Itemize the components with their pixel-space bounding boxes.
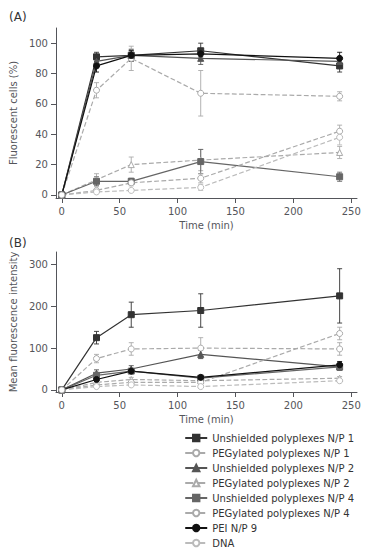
svg-text:0: 0 [59, 206, 65, 217]
svg-text:Unshielded polyplexes N/P 2: Unshielded polyplexes N/P 2 [212, 463, 354, 474]
svg-text:100: 100 [168, 400, 187, 411]
svg-text:300: 300 [29, 259, 48, 270]
svg-text:0: 0 [42, 384, 48, 395]
svg-text:Unshielded polyplexes N/P 1: Unshielded polyplexes N/P 1 [212, 433, 354, 444]
svg-text:100: 100 [168, 206, 187, 217]
svg-text:(B): (B) [9, 236, 27, 250]
svg-text:50: 50 [113, 206, 126, 217]
svg-text:DNA: DNA [212, 538, 234, 549]
svg-text:PEGylated polyplexes N/P 2: PEGylated polyplexes N/P 2 [212, 478, 349, 489]
svg-text:100: 100 [29, 38, 48, 49]
svg-text:0: 0 [42, 189, 48, 200]
svg-text:Mean fluorescence intensity: Mean fluorescence intensity [8, 252, 19, 393]
svg-text:20: 20 [35, 159, 48, 170]
svg-text:Time (min): Time (min) [178, 414, 233, 425]
svg-text:60: 60 [35, 98, 48, 109]
svg-text:PEGylated polyplexes N/P 1: PEGylated polyplexes N/P 1 [212, 448, 349, 459]
svg-text:0: 0 [59, 400, 65, 411]
svg-text:100: 100 [29, 343, 48, 354]
svg-text:PEI N/P 9: PEI N/P 9 [212, 523, 257, 534]
svg-text:PEGylated polyplexes N/P 4: PEGylated polyplexes N/P 4 [212, 508, 349, 519]
svg-text:250: 250 [342, 206, 361, 217]
svg-text:40: 40 [35, 129, 48, 140]
svg-text:(A): (A) [9, 10, 27, 24]
svg-text:150: 150 [226, 400, 245, 411]
svg-text:50: 50 [113, 400, 126, 411]
svg-text:150: 150 [226, 206, 245, 217]
svg-text:80: 80 [35, 68, 48, 79]
svg-text:200: 200 [29, 301, 48, 312]
svg-text:200: 200 [284, 206, 303, 217]
svg-text:Time (min): Time (min) [178, 220, 233, 231]
svg-text:Fluorescent cells (%): Fluorescent cells (%) [8, 61, 19, 165]
svg-text:250: 250 [342, 400, 361, 411]
svg-text:Unshielded polyplexes N/P 4: Unshielded polyplexes N/P 4 [212, 493, 354, 504]
svg-text:200: 200 [284, 400, 303, 411]
